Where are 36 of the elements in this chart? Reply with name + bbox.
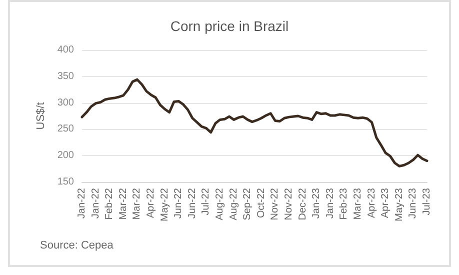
- source-note: Source: Cepea: [40, 240, 114, 252]
- y-tick-label: 400: [57, 44, 74, 56]
- x-tick-label: Feb-23: [338, 188, 350, 220]
- x-tick-label: Aug-22: [228, 188, 240, 220]
- x-tick-label: Jun-22: [173, 188, 184, 219]
- x-tick-label: Nov-22: [284, 188, 294, 220]
- x-tick-label: Mar-23: [352, 188, 364, 220]
- x-tick-label: May-23: [394, 188, 405, 222]
- x-tick-label: Jan-22: [90, 188, 102, 219]
- y-tick-label: 350: [57, 70, 74, 82]
- x-tick-label: Dec-22: [297, 188, 308, 220]
- x-tick-label: Feb-22: [104, 188, 116, 220]
- chart-title: Corn price in Brazil: [170, 18, 289, 34]
- x-tick-label: Jan-23: [324, 188, 336, 219]
- x-tick-label: Sep-22: [242, 188, 254, 220]
- x-tick-label: May-22: [159, 188, 170, 222]
- x-tick-label: Mar-22: [118, 188, 129, 220]
- x-tick-label: Jan-23: [311, 188, 322, 219]
- x-tick-label: Aug-22: [214, 188, 226, 220]
- y-tick-label: 250: [57, 124, 74, 135]
- x-tick-label: Apr-23: [366, 188, 378, 218]
- x-tick-label: Jun-22: [186, 188, 198, 219]
- x-tick-label: Jan-22: [76, 188, 88, 219]
- y-tick-label: 300: [57, 97, 74, 108]
- x-tick-label: Jun-23: [408, 188, 419, 219]
- x-tick-label: Apr-23: [380, 188, 392, 218]
- x-tick-label: Oct-22: [256, 188, 267, 218]
- x-tick-label: Jul-23: [422, 188, 432, 216]
- x-tick-label: Mar-22: [132, 188, 143, 220]
- line-series: [80, 78, 428, 168]
- x-tick-label: Nov-22: [270, 188, 281, 220]
- x-tick-label: Apr-22: [146, 188, 156, 218]
- x-tick-label: Jul-22: [200, 188, 212, 216]
- y-tick-label: 200: [57, 150, 74, 162]
- y-axis-title: US$/t: [34, 102, 47, 130]
- y-tick-label: 150: [57, 176, 74, 188]
